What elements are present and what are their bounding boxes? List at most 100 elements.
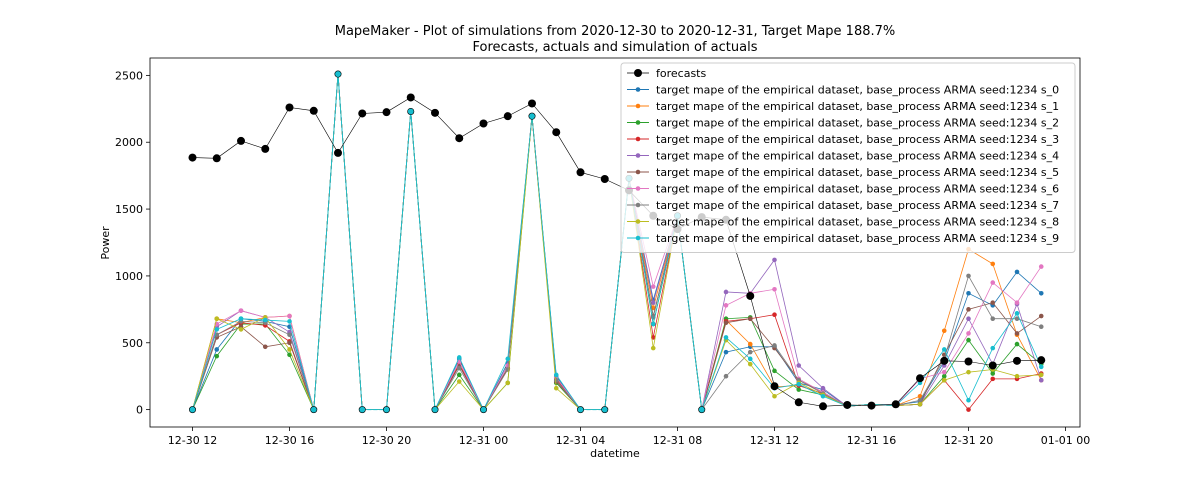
series-point xyxy=(747,361,753,367)
legend-entry: target mape of the empirical dataset, ba… xyxy=(627,183,1059,196)
series-point xyxy=(941,369,947,375)
legend-marker xyxy=(635,186,641,191)
forecast-point xyxy=(334,148,342,157)
series-point xyxy=(772,286,777,292)
x-tick-label: 12-31 20 xyxy=(944,434,993,447)
series-point xyxy=(1038,291,1044,296)
series-point xyxy=(1038,313,1044,319)
series-point xyxy=(1014,341,1020,347)
legend-entry: target mape of the empirical dataset, ba… xyxy=(627,216,1059,229)
legend-label: target mape of the empirical dataset, ba… xyxy=(656,100,1059,113)
series-point xyxy=(238,327,244,332)
series-point xyxy=(966,291,971,296)
series-point xyxy=(1014,316,1020,322)
series-point xyxy=(747,316,753,322)
series-point xyxy=(966,407,971,412)
series-point xyxy=(456,379,462,384)
series-point xyxy=(262,344,268,350)
legend-entry: target mape of the empirical dataset, ba… xyxy=(627,100,1059,113)
legend-label: target mape of the empirical dataset, ba… xyxy=(656,150,1059,163)
series-point xyxy=(287,352,292,358)
forecast-point xyxy=(188,153,197,162)
forecast-point xyxy=(988,361,997,370)
actual-point xyxy=(334,70,342,78)
x-tick-label: 12-31 16 xyxy=(847,434,896,447)
series-point xyxy=(287,347,292,352)
actual-point xyxy=(310,406,318,414)
series-point xyxy=(966,331,971,336)
series-point xyxy=(747,356,753,362)
y-tick-label: 0 xyxy=(136,404,143,417)
forecast-point xyxy=(819,402,827,411)
actual-point xyxy=(382,406,390,414)
legend-label: target mape of the empirical dataset, ba… xyxy=(656,199,1059,212)
series-point xyxy=(747,341,753,347)
forecast-line xyxy=(192,97,1042,407)
common-line xyxy=(313,74,436,411)
series-point xyxy=(214,347,220,352)
series-point xyxy=(238,316,244,322)
plot-frame xyxy=(149,57,1081,428)
series-point xyxy=(990,316,996,322)
series-point xyxy=(990,261,996,267)
legend-marker xyxy=(635,235,641,241)
legend-marker xyxy=(635,153,641,158)
series-point xyxy=(723,289,729,295)
legend-label: target mape of the empirical dataset, ba… xyxy=(656,166,1059,179)
forecast-point xyxy=(746,291,755,300)
legend-label: target mape of the empirical dataset, ba… xyxy=(656,133,1059,146)
forecast-point xyxy=(358,109,367,118)
actual-point xyxy=(698,406,706,414)
y-axis-label: Power xyxy=(99,226,112,260)
series-point xyxy=(772,393,777,399)
forecast-point xyxy=(552,128,561,137)
series-point xyxy=(772,343,777,348)
y-axis: 0 500 1000 1500 2000 2500 xyxy=(115,69,150,417)
series-point xyxy=(1014,269,1020,275)
series-point xyxy=(966,337,971,343)
series-point xyxy=(990,345,996,351)
series-point xyxy=(287,332,292,338)
legend-entry: target mape of the empirical dataset, ba… xyxy=(627,199,1059,212)
series-point xyxy=(287,319,292,324)
legend-marker xyxy=(635,136,641,142)
series-point xyxy=(820,393,826,399)
series-point xyxy=(796,387,802,392)
forecast-point xyxy=(867,401,876,410)
series-point xyxy=(1038,324,1044,330)
series-point xyxy=(214,353,220,359)
forecast-point xyxy=(237,136,245,145)
series-point xyxy=(723,320,729,326)
series-point xyxy=(966,316,971,322)
series-point xyxy=(287,340,292,346)
actual-point xyxy=(407,107,415,115)
series-point xyxy=(287,313,292,319)
x-tick-label: 12-31 04 xyxy=(556,434,605,447)
series-point xyxy=(723,303,729,308)
x-tick-label: 01-01 00 xyxy=(1041,434,1090,447)
actual-point xyxy=(189,406,197,414)
series-point xyxy=(1038,264,1044,269)
series-point xyxy=(990,280,996,285)
legend-marker xyxy=(635,87,641,92)
actual-point xyxy=(576,406,584,414)
forecast-point xyxy=(503,112,512,121)
legend-entry: forecasts xyxy=(627,67,706,80)
series-point xyxy=(941,373,947,379)
y-tick-label: 500 xyxy=(122,337,143,350)
x-tick-label: 12-30 16 xyxy=(265,434,314,447)
forecast-point xyxy=(455,134,464,143)
series-point xyxy=(772,312,777,317)
series-point xyxy=(456,355,462,360)
legend-label: forecasts xyxy=(656,67,706,80)
legend-entry: target mape of the empirical dataset, ba… xyxy=(627,166,1059,179)
y-tick-label: 2000 xyxy=(115,136,143,149)
forecast-point xyxy=(794,398,803,407)
actual-point xyxy=(479,406,487,414)
series-point xyxy=(990,371,996,376)
legend-label: target mape of the empirical dataset, ba… xyxy=(656,232,1059,245)
series-point xyxy=(505,356,511,362)
series-point xyxy=(650,300,656,305)
series-point xyxy=(553,377,559,383)
series-point xyxy=(772,368,777,374)
